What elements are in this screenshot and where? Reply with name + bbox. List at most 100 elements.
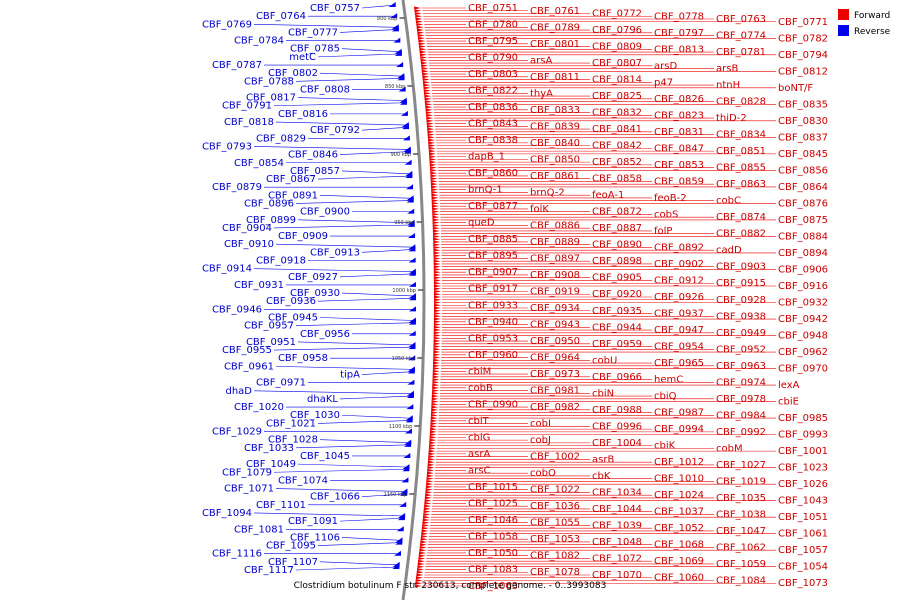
forward-gene-arrow <box>433 317 441 321</box>
forward-gene-arrow <box>426 122 434 126</box>
forward-gene-arrow <box>433 301 441 305</box>
reverse-gene-label: CBF_0961 <box>224 361 274 372</box>
scale-tick-label: 800 kbp <box>377 16 397 22</box>
forward-gene-arrow <box>432 383 440 387</box>
reverse-gene-label: CBF_0945 <box>268 313 318 324</box>
forward-gene-arrow <box>417 31 425 35</box>
forward-gene-arrow <box>433 358 441 362</box>
forward-gene-label: CBF_0840 <box>530 138 580 149</box>
forward-gene-arrow <box>429 157 437 161</box>
forward-gene-label: CBF_0833 <box>530 105 580 116</box>
forward-gene-label: CBF_0917 <box>468 284 518 295</box>
reverse-gene-label: tipA <box>340 370 360 381</box>
forward-gene-label: CBF_1053 <box>530 534 580 545</box>
reverse-connector <box>253 512 406 517</box>
reverse-gene-label: CBF_1074 <box>278 475 328 486</box>
forward-gene-label: CBF_0781 <box>716 47 766 58</box>
reverse-gene-arrow <box>403 148 411 154</box>
reverse-gene-label: CBF_1028 <box>268 435 318 446</box>
forward-gene-label: cadD <box>716 245 742 256</box>
forward-gene-arrow <box>419 545 427 549</box>
forward-gene-arrow <box>433 356 441 360</box>
forward-gene-label: CBF_0761 <box>530 6 580 17</box>
reverse-gene-arrow <box>400 110 408 116</box>
forward-gene-label: CBF_0928 <box>716 295 766 306</box>
forward-gene-arrow <box>416 23 424 27</box>
figure-caption: Clostridium botulinum F str. 230613, com… <box>294 581 607 591</box>
forward-gene-arrow <box>432 386 440 390</box>
forward-gene-arrow <box>424 94 432 98</box>
forward-gene-arrow <box>433 281 441 285</box>
forward-gene-label: CBF_1015 <box>468 482 518 493</box>
reverse-connector <box>275 366 415 370</box>
forward-gene-arrow <box>430 174 438 178</box>
reverse-connector <box>295 200 414 204</box>
forward-gene-arrow <box>426 119 434 123</box>
reverse-gene-label: CBF_0951 <box>246 337 296 348</box>
forward-gene-arrow <box>427 463 435 467</box>
reverse-gene-label: CBF_0913 <box>310 247 360 258</box>
reverse-connector <box>253 23 399 28</box>
forward-gene-label: folP <box>654 226 672 237</box>
reverse-gene-arrow <box>406 392 414 398</box>
forward-gene-label: cobC <box>716 196 741 207</box>
forward-gene-label: CBF_1057 <box>778 545 828 556</box>
forward-gene-arrow <box>429 430 437 434</box>
forward-gene-label: CBF_0949 <box>716 328 766 339</box>
forward-gene-arrow <box>433 325 441 329</box>
forward-gene-arrow <box>427 133 435 137</box>
forward-gene-arrow <box>422 80 430 84</box>
forward-gene-arrow <box>417 562 425 566</box>
forward-gene-arrow <box>423 83 431 87</box>
forward-gene-label: CBF_0996 <box>592 421 642 432</box>
reverse-gene-glyphs <box>388 2 416 569</box>
forward-gene-label: CBF_1048 <box>592 537 642 548</box>
forward-gene-arrow <box>424 100 432 104</box>
scale-tick-label: 1050 kbp <box>392 356 416 362</box>
forward-gene-label: lexA <box>778 380 800 391</box>
forward-gene-label: CBF_0811 <box>530 72 580 83</box>
forward-gene-label: CBF_1047 <box>716 526 766 537</box>
forward-gene-label: CBF_0882 <box>716 229 766 240</box>
forward-gene-arrow <box>422 78 430 82</box>
reverse-gene-label: dhaKL <box>307 394 338 405</box>
reverse-gene-label: CBF_1117 <box>244 565 294 576</box>
forward-gene-arrow <box>433 312 441 316</box>
forward-gene-label: arsC <box>468 465 490 476</box>
reverse-gene-arrow <box>404 428 412 434</box>
forward-gene-arrow <box>432 212 440 216</box>
forward-gene-label: CBF_0894 <box>778 248 828 259</box>
forward-gene-arrow <box>427 468 435 472</box>
forward-gene-label: CBF_0908 <box>530 270 580 281</box>
forward-gene-arrow <box>433 256 441 260</box>
forward-gene-arrow <box>433 243 441 247</box>
forward-gene-arrow <box>431 402 439 406</box>
forward-gene-arrow <box>420 537 428 541</box>
reverse-gene-label: CBF_0792 <box>310 125 360 136</box>
forward-gene-label: CBF_0807 <box>592 58 642 69</box>
forward-gene-label: CBF_0876 <box>778 198 828 209</box>
reverse-gene-label: CBF_1033 <box>244 443 294 454</box>
forward-gene-label: CBF_1055 <box>530 518 580 529</box>
forward-gene-arrow <box>433 314 441 318</box>
forward-gene-arrow <box>414 12 422 16</box>
forward-gene-arrow <box>428 452 436 456</box>
forward-gene-label: CBF_1068 <box>654 540 704 551</box>
forward-gene-arrow <box>431 397 439 401</box>
forward-gene-arrow <box>428 146 436 150</box>
forward-gene-arrow <box>431 193 439 197</box>
forward-gene-label: CBF_0895 <box>468 251 518 262</box>
forward-gene-arrow <box>433 361 441 365</box>
reverse-gene-arrow <box>405 173 413 179</box>
reverse-connector <box>319 561 400 566</box>
forward-gene-arrow <box>418 42 426 46</box>
forward-gene-label: cobM <box>716 443 743 454</box>
forward-gene-label: CBF_0907 <box>468 267 518 278</box>
forward-gene-label: CBF_0934 <box>530 303 580 314</box>
reverse-gene-label: CBF_1106 <box>290 532 340 543</box>
legend: Forward Reverse <box>838 9 891 37</box>
forward-gene-labels: CBF_0751 CBF_0761 CBF_0772 CBF_0778 CBF_0763… <box>468 3 828 592</box>
reverse-gene-label: CBF_0914 <box>202 264 252 275</box>
reverse-gene-label: CBF_0757 <box>310 3 360 14</box>
forward-gene-label: CBF_0920 <box>592 289 642 300</box>
